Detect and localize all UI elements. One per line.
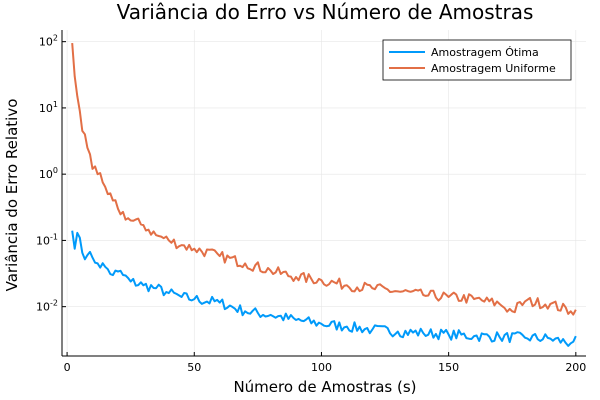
- legend: Amostragem Ótima Amostragem Uniforme: [382, 39, 572, 81]
- chart-title: Variância do Erro vs Número de Amostras: [117, 0, 534, 24]
- y-tick-label: 100: [39, 166, 58, 181]
- series-line-1: [71, 230, 577, 347]
- x-tick-label: 100: [311, 361, 332, 374]
- y-tick-label: 102: [39, 34, 58, 49]
- legend-label: Amostragem Uniforme: [431, 62, 556, 75]
- series-line-2: [71, 43, 577, 316]
- x-tick-label: 150: [438, 361, 459, 374]
- legend-label: Amostragem Ótima: [431, 46, 539, 59]
- legend-box: [382, 39, 572, 81]
- y-tick-label: 10-1: [36, 232, 58, 247]
- x-tick-label: 200: [565, 361, 586, 374]
- y-tick-label: 10-2: [36, 299, 58, 314]
- y-axis-label: Variância do Erro Relativo: [3, 99, 21, 292]
- x-axis-ticks: 0 50 100 150 200: [64, 352, 586, 374]
- x-axis-label: Número de Amostras (s): [233, 378, 416, 396]
- x-tick-label: 0: [64, 361, 71, 374]
- y-tick-label: 101: [39, 100, 58, 115]
- y-axis-ticks: 10-2 10-1 100 101 102: [36, 34, 66, 314]
- series-lines: [71, 43, 577, 347]
- plot-frame: [61, 30, 586, 357]
- x-tick-label: 50: [187, 361, 201, 374]
